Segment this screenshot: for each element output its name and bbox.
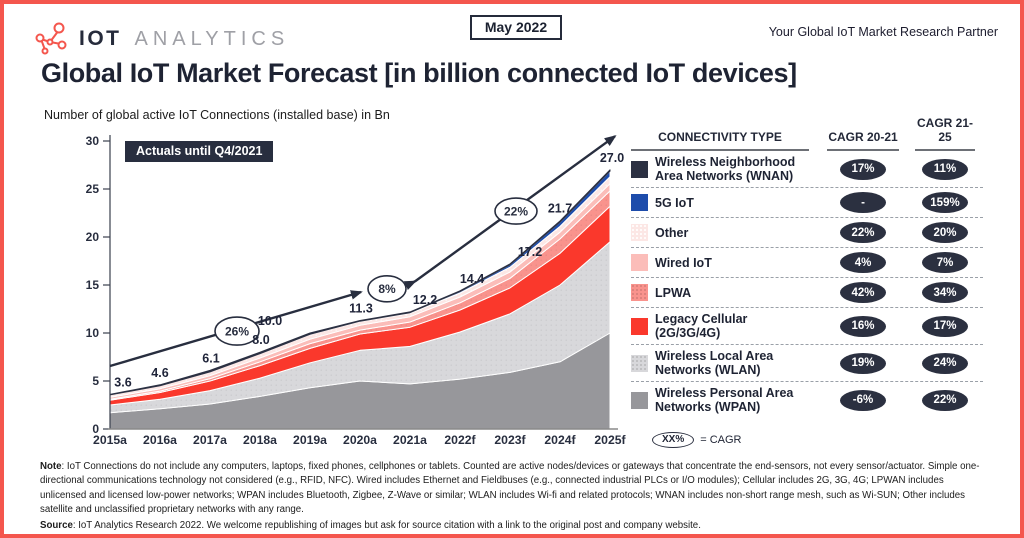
svg-text:11.3: 11.3 bbox=[349, 302, 373, 316]
legend-header-row: CONNECTIVITY TYPE CAGR 20-21 CAGR 21-25 bbox=[631, 116, 983, 151]
cagr-footnote-text: = CAGR bbox=[700, 434, 742, 446]
page-title: Global IoT Market Forecast [in billion c… bbox=[41, 58, 797, 88]
svg-text:2024f: 2024f bbox=[544, 433, 576, 447]
cagr-pill: 17% bbox=[922, 315, 968, 337]
iot-analytics-logo: IOT ANALYTICS bbox=[32, 20, 289, 58]
cagr-bubble-example: XX% bbox=[652, 432, 695, 448]
legend-row-label: Wireless Personal Area Networks (WPAN) bbox=[655, 386, 794, 414]
legend-row: Other 22% 20% bbox=[631, 218, 983, 248]
svg-text:26%: 26% bbox=[225, 324, 249, 338]
svg-text:2016a: 2016a bbox=[143, 433, 177, 447]
svg-text:20: 20 bbox=[86, 230, 100, 244]
svg-text:2019a: 2019a bbox=[293, 433, 327, 447]
tagline: Your Global IoT Market Research Partner bbox=[768, 25, 998, 39]
svg-text:10: 10 bbox=[86, 326, 100, 340]
legend-row-label: 5G IoT bbox=[655, 195, 694, 210]
cagr-pill: 20% bbox=[922, 222, 968, 243]
legend-row: Legacy Cellular (2G/3G/4G) 16% 17% bbox=[631, 308, 983, 345]
series-color-swatch bbox=[631, 284, 648, 301]
cagr-pill: 16% bbox=[840, 315, 886, 337]
svg-text:22%: 22% bbox=[504, 204, 528, 218]
cagr-pill: 22% bbox=[840, 222, 886, 243]
legend-row-label: Wired IoT bbox=[655, 255, 712, 270]
footnotes: Note: IoT Connections do not include any… bbox=[40, 460, 992, 533]
legend-row: Wireless Personal Area Networks (WPAN) -6… bbox=[631, 382, 983, 418]
cagr-pill: 11% bbox=[922, 158, 968, 180]
legend-rows: Wireless Neighborhood Area Networks (WNA… bbox=[631, 151, 983, 418]
cagr-footnote: XX% = CAGR bbox=[652, 432, 742, 448]
svg-text:30: 30 bbox=[86, 134, 100, 148]
series-color-swatch bbox=[631, 254, 648, 271]
source-text: : IoT Analytics Research 2022. We welcom… bbox=[72, 520, 701, 531]
svg-text:2015a: 2015a bbox=[93, 433, 127, 447]
svg-text:15: 15 bbox=[86, 278, 100, 292]
cagr-pill: 22% bbox=[922, 389, 968, 411]
cagr-pill: 19% bbox=[840, 352, 886, 374]
series-color-swatch bbox=[631, 317, 648, 335]
series-color-swatch bbox=[631, 194, 648, 211]
svg-text:27.0: 27.0 bbox=[600, 151, 624, 165]
svg-text:10.0: 10.0 bbox=[258, 314, 282, 328]
legend-row-label: Wireless Local Area Networks (WLAN) bbox=[655, 349, 774, 377]
svg-text:5: 5 bbox=[92, 374, 99, 388]
note-text: : IoT Connections do not include any com… bbox=[40, 461, 980, 515]
cagr-pill: 24% bbox=[922, 352, 968, 374]
chart-subtitle: Number of global active IoT Connections … bbox=[44, 108, 390, 122]
cagr-pill: 17% bbox=[840, 158, 886, 180]
cagr-pill: 34% bbox=[922, 282, 968, 303]
svg-text:17.2: 17.2 bbox=[518, 245, 542, 259]
svg-text:2023f: 2023f bbox=[494, 433, 526, 447]
series-color-swatch bbox=[631, 160, 648, 178]
stacked-area-chart: 0 5 10 15 20 25 30 2015a 2016a 2017a 2018a 2019a 202… bbox=[40, 124, 652, 456]
svg-text:14.4: 14.4 bbox=[460, 272, 484, 286]
legend-row-label: Legacy Cellular (2G/3G/4G) bbox=[655, 312, 748, 340]
svg-text:6.1: 6.1 bbox=[202, 351, 219, 365]
svg-text:25: 25 bbox=[86, 182, 100, 196]
cagr-pill: - bbox=[840, 192, 886, 213]
source-paragraph: Source: IoT Analytics Research 2022. We … bbox=[40, 519, 992, 533]
legend-row: Wireless Local Area Networks (WLAN) 19% 24… bbox=[631, 345, 983, 382]
legend-header-cagr-21-25: CAGR 21-25 bbox=[915, 116, 975, 151]
svg-text:4.6: 4.6 bbox=[151, 366, 168, 380]
cagr-pill: 7% bbox=[922, 252, 968, 273]
note-label: Note bbox=[40, 461, 62, 472]
legend-row: Wired IoT 4% 7% bbox=[631, 248, 983, 278]
cagr-pill: -6% bbox=[840, 389, 886, 411]
legend-row: LPWA 42% 34% bbox=[631, 278, 983, 308]
svg-text:21.7: 21.7 bbox=[548, 202, 572, 216]
svg-text:2020a: 2020a bbox=[343, 433, 377, 447]
cagr-pill: 4% bbox=[840, 252, 886, 273]
svg-text:0: 0 bbox=[92, 422, 99, 436]
cagr-pill: 159% bbox=[922, 192, 968, 213]
cagr-pill: 42% bbox=[840, 282, 886, 303]
svg-text:8%: 8% bbox=[378, 282, 396, 296]
svg-text:8.0: 8.0 bbox=[252, 333, 269, 347]
source-label: Source bbox=[40, 520, 73, 531]
legend-header-connectivity: CONNECTIVITY TYPE bbox=[631, 130, 809, 151]
svg-text:2022f: 2022f bbox=[444, 433, 476, 447]
logo-text-iot: IOT bbox=[79, 27, 122, 50]
legend-row-label: Wireless Neighborhood Area Networks (WNA… bbox=[655, 155, 796, 183]
series-color-swatch bbox=[631, 354, 648, 372]
logo-text-analytics: ANALYTICS bbox=[134, 27, 290, 50]
svg-text:2025f: 2025f bbox=[594, 433, 626, 447]
legend-header-cagr-20-21: CAGR 20-21 bbox=[827, 130, 899, 151]
molecule-icon bbox=[35, 22, 67, 55]
svg-text:12.2: 12.2 bbox=[413, 293, 437, 307]
note-paragraph: Note: IoT Connections do not include any… bbox=[40, 460, 992, 517]
svg-text:2018a: 2018a bbox=[243, 433, 277, 447]
date-badge: May 2022 bbox=[470, 15, 562, 40]
legend-table: CONNECTIVITY TYPE CAGR 20-21 CAGR 21-25 … bbox=[631, 116, 983, 418]
legend-row-label: LPWA bbox=[655, 285, 692, 300]
legend-row: 5G IoT - 159% bbox=[631, 188, 983, 218]
legend-row-label: Other bbox=[655, 225, 689, 240]
svg-text:2021a: 2021a bbox=[393, 433, 427, 447]
svg-text:3.6: 3.6 bbox=[114, 375, 131, 389]
svg-text:2017a: 2017a bbox=[193, 433, 227, 447]
actuals-badge: Actuals until Q4/2021 bbox=[125, 141, 274, 162]
series-color-swatch bbox=[631, 391, 648, 409]
series-color-swatch bbox=[631, 224, 648, 241]
legend-row: Wireless Neighborhood Area Networks (WNA… bbox=[631, 151, 983, 188]
